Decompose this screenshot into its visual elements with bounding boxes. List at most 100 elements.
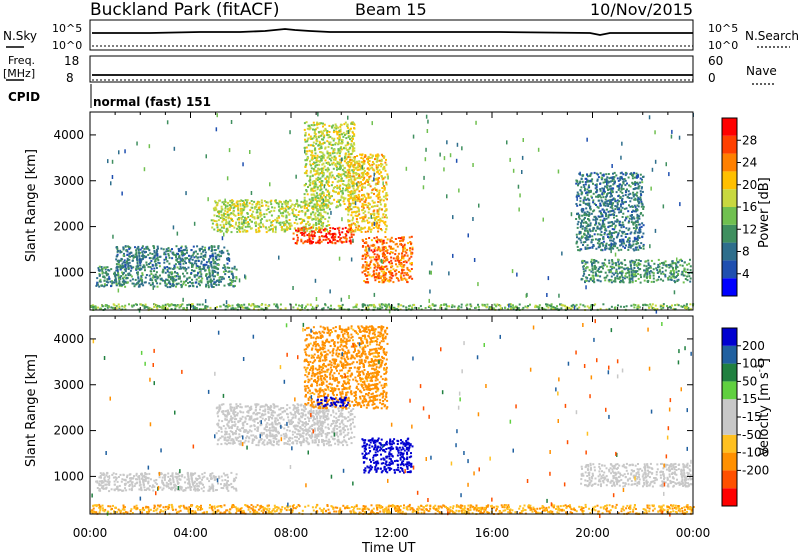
range-cell <box>320 171 323 174</box>
range-cell <box>654 304 657 307</box>
range-cell <box>609 225 612 228</box>
range-cell <box>389 269 392 272</box>
range-cell <box>279 212 282 215</box>
range-cell <box>214 207 217 210</box>
range-cell <box>599 266 602 268</box>
range-cell <box>222 251 225 254</box>
range-cell <box>141 282 144 285</box>
range-cell <box>289 222 292 225</box>
range-cell <box>603 217 606 220</box>
range-cell <box>136 247 139 250</box>
range-cell <box>367 254 370 257</box>
range-cell <box>642 208 645 210</box>
range-cell <box>575 241 578 244</box>
range-cell <box>181 257 184 260</box>
range-cell <box>351 131 354 134</box>
range-cell <box>342 180 345 182</box>
range-cell <box>276 217 279 220</box>
range-cell <box>226 211 229 214</box>
range-cell <box>595 183 598 186</box>
range-cell <box>350 143 353 146</box>
range-cell <box>356 199 359 202</box>
range-cell <box>578 181 581 184</box>
range-cell <box>389 262 392 265</box>
range-cell <box>366 174 369 177</box>
range-cell <box>333 137 336 140</box>
range-cell <box>179 304 182 307</box>
range-cell <box>211 226 214 229</box>
range-cell <box>585 214 588 217</box>
range-cell <box>378 303 381 306</box>
range-cell <box>178 247 181 250</box>
range-cell <box>343 166 346 169</box>
range-cell <box>368 207 371 210</box>
range-cell <box>634 221 637 224</box>
range-cell <box>244 216 246 219</box>
range-cell <box>180 246 183 249</box>
range-cell <box>410 255 413 258</box>
range-cell <box>397 303 400 306</box>
range-cell <box>365 255 368 258</box>
power-data-layer <box>90 112 695 314</box>
range-cell <box>387 303 390 306</box>
range-cell <box>368 156 371 159</box>
range-cell <box>233 265 236 268</box>
range-cell <box>217 254 220 256</box>
range-cell <box>610 193 613 196</box>
range-cell <box>629 264 632 267</box>
range-cell <box>143 255 145 257</box>
range-cell <box>229 224 232 227</box>
range-cell <box>178 262 181 265</box>
range-cell <box>382 272 385 275</box>
range-cell <box>139 262 142 265</box>
range-cell <box>107 281 109 284</box>
range-cell <box>256 214 259 217</box>
range-cell <box>626 196 629 199</box>
range-cell <box>289 228 292 230</box>
range-cell <box>627 176 630 179</box>
range-cell <box>355 196 358 198</box>
range-cell <box>239 204 242 207</box>
range-cell <box>291 203 294 206</box>
range-cell <box>228 276 230 278</box>
range-cell <box>362 208 365 211</box>
range-cell <box>378 275 381 277</box>
range-cell <box>617 265 620 268</box>
range-cell <box>140 259 143 262</box>
range-cell <box>632 216 635 219</box>
range-cell <box>253 305 256 308</box>
range-cell <box>635 220 638 223</box>
range-cell <box>647 263 650 266</box>
range-cell <box>320 142 323 145</box>
range-cell <box>626 233 629 235</box>
range-cell <box>612 237 615 240</box>
range-cell <box>240 212 243 215</box>
range-cell <box>122 280 125 283</box>
range-cell <box>325 180 328 183</box>
range-cell <box>374 189 377 191</box>
range-cell <box>329 152 332 155</box>
range-cell <box>311 180 314 183</box>
range-cell <box>457 305 460 308</box>
range-cell <box>649 277 652 279</box>
range-cell <box>327 168 330 171</box>
range-cell <box>351 211 354 214</box>
range-cell <box>155 271 158 274</box>
range-cell <box>314 180 317 183</box>
range-cell <box>681 305 684 308</box>
range-cell <box>608 203 611 205</box>
range-cell <box>618 187 621 190</box>
range-cell <box>185 280 187 283</box>
range-cell <box>591 274 594 277</box>
range-cell <box>338 152 341 155</box>
range-cell <box>382 168 385 171</box>
range-cell <box>606 265 609 268</box>
range-cell <box>169 304 172 307</box>
range-cell <box>596 242 599 245</box>
range-cell <box>169 286 172 289</box>
range-cell <box>213 265 216 268</box>
range-cell <box>186 272 189 275</box>
range-cell <box>180 253 183 256</box>
range-cell <box>319 241 321 244</box>
range-cell <box>303 196 306 199</box>
